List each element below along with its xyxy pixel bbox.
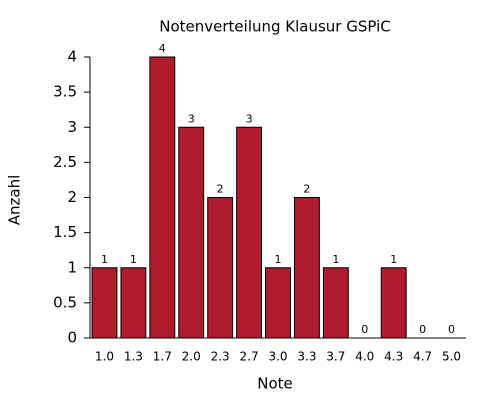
data-label: 2 (303, 183, 310, 196)
x-tick-label: 2.0 (182, 350, 201, 364)
x-tick-label: 2.3 (211, 350, 230, 364)
y-tick-label: 2.5 (53, 153, 77, 171)
x-tick-label: 3.7 (326, 350, 345, 364)
data-label: 4 (159, 42, 166, 55)
data-label: 2 (217, 183, 224, 196)
x-tick-label: 4.7 (413, 350, 432, 364)
y-tick-label: 1 (67, 258, 77, 276)
bar (207, 197, 234, 339)
data-label: 0 (361, 323, 368, 336)
x-tick-label: 1.7 (153, 350, 172, 364)
y-tick-label: 4 (67, 48, 77, 66)
x-tick-label: 1.3 (124, 350, 143, 364)
data-label: 0 (419, 323, 426, 336)
y-tick-label: 1.5 (53, 223, 77, 241)
bar (265, 267, 291, 339)
y-tick-label: 3.5 (53, 83, 77, 101)
bar (91, 267, 118, 339)
bar (322, 267, 349, 339)
data-label: 3 (188, 112, 195, 125)
chart-title: Notenverteilung Klausur GSPiC (159, 18, 391, 36)
x-tick-label: 3.3 (297, 350, 316, 364)
data-label: 1 (332, 253, 339, 266)
x-axis-label: Note (257, 375, 293, 393)
bar (380, 267, 407, 339)
y-tick-label: 2 (67, 188, 77, 206)
x-tick-label: 5.0 (442, 350, 461, 364)
y-tick-label: 3 (67, 118, 77, 136)
y-tick-label: 0.5 (53, 293, 77, 311)
bar (120, 267, 147, 339)
y-axis-label: Anzahl (6, 175, 24, 226)
data-label: 0 (448, 323, 455, 336)
x-tick-label: 4.3 (384, 350, 403, 364)
bar (236, 126, 263, 339)
data-label: 1 (390, 253, 397, 266)
data-label: 1 (101, 253, 108, 266)
x-tick-label: 3.0 (268, 350, 287, 364)
data-label: 3 (246, 112, 253, 125)
bar (178, 126, 205, 339)
data-label: 1 (275, 253, 282, 266)
x-tick-label: 1.0 (95, 350, 114, 364)
data-label: 1 (130, 253, 137, 266)
bar (293, 197, 320, 339)
x-tick-label: 2.7 (240, 350, 259, 364)
y-tick-label: 0 (67, 329, 77, 347)
x-tick-label: 4.0 (355, 350, 374, 364)
bar (149, 56, 176, 339)
